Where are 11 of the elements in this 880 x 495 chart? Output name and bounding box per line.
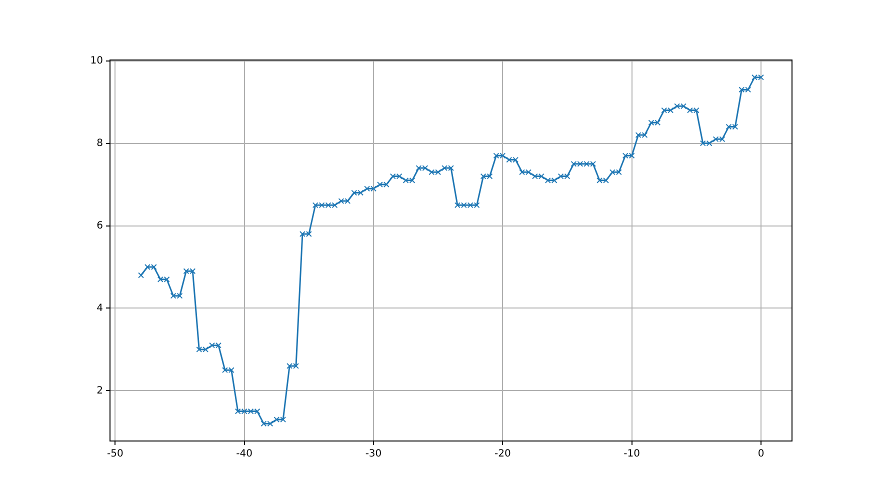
- x-tick-label: 0: [758, 448, 764, 460]
- x-tick-label: -10: [624, 448, 640, 460]
- y-tick-label: 10: [90, 55, 103, 66]
- y-tick-label: 6: [96, 220, 103, 232]
- x-tick-label: -30: [365, 448, 382, 460]
- y-tick-label: 2: [96, 385, 103, 396]
- y-tick-label: 4: [96, 302, 103, 314]
- x-tick-label: -40: [236, 448, 253, 460]
- y-tick-label: 8: [96, 138, 103, 149]
- x-tick-label: -50: [106, 448, 124, 460]
- x-tick-label: -20: [494, 448, 511, 460]
